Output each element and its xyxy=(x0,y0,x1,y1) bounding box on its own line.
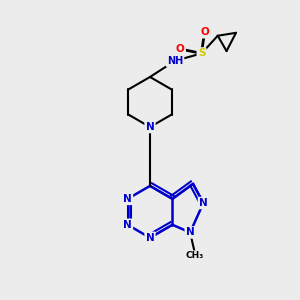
Text: N: N xyxy=(146,233,154,243)
Text: S: S xyxy=(198,48,205,59)
Text: N: N xyxy=(123,220,132,230)
Text: N: N xyxy=(186,227,194,237)
Text: O: O xyxy=(176,44,185,54)
Text: N: N xyxy=(146,122,154,132)
Text: CH₃: CH₃ xyxy=(185,251,204,260)
Text: NH: NH xyxy=(167,56,183,66)
Text: N: N xyxy=(199,198,208,208)
Text: O: O xyxy=(200,27,209,37)
Text: N: N xyxy=(123,194,132,204)
